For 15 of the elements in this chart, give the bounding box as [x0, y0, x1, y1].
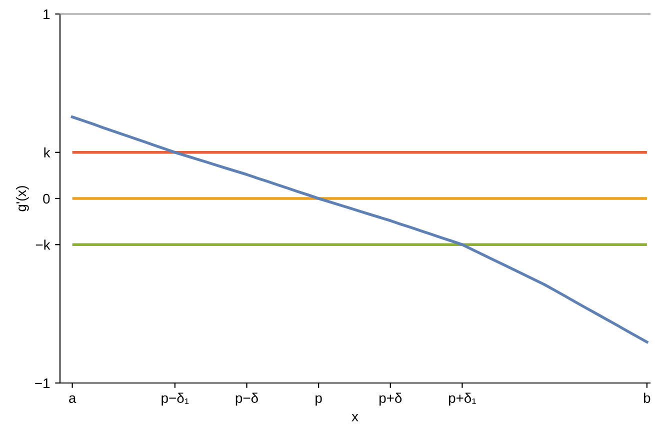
- y-tick-label: 0: [43, 194, 50, 204]
- x-tick-label: p+δ: [380, 392, 402, 406]
- y-tick-label: 1: [44, 9, 50, 20]
- y-tick-label: −k: [36, 240, 50, 250]
- x-tick-label: a: [69, 395, 76, 403]
- x-axis-title: x: [352, 414, 358, 422]
- line-series: [70, 116, 648, 344]
- x-tick-label: b: [644, 392, 650, 403]
- y-axis-title: g'(x): [16, 186, 29, 212]
- x-tick-label: p−δ₁: [162, 392, 189, 406]
- x-tick-label: p: [316, 395, 322, 406]
- y-tick-label: k: [44, 147, 50, 158]
- y-tick-label: −1: [35, 378, 50, 388]
- x-tick-label: p+δ₁: [448, 392, 476, 406]
- x-tick-label: p−δ: [236, 392, 258, 406]
